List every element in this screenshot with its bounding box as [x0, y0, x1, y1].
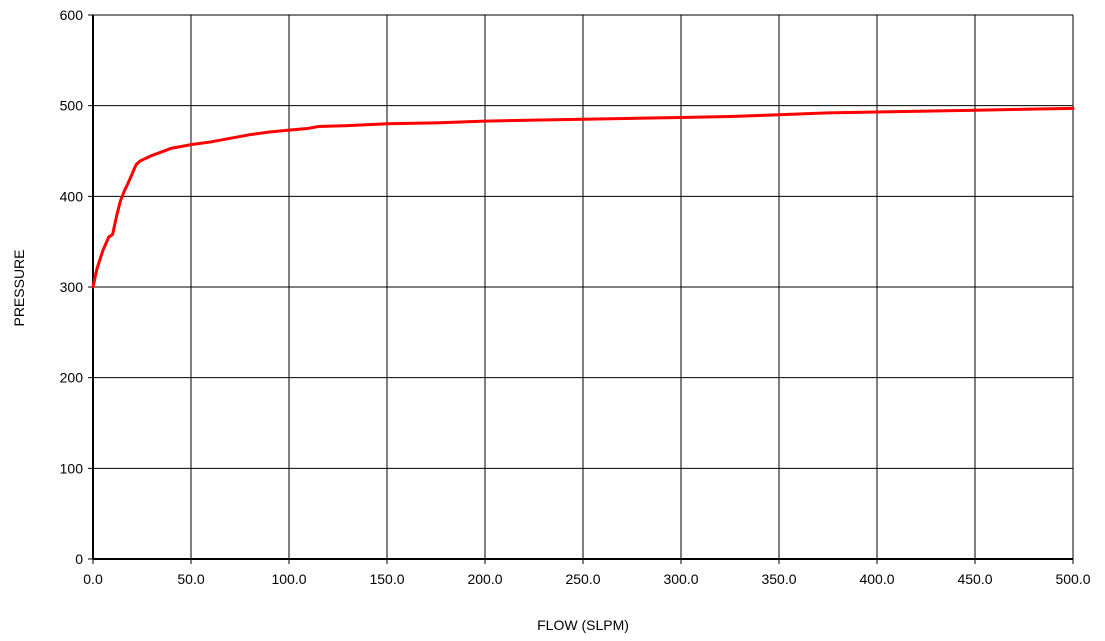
- y-tick-label: 300: [60, 279, 84, 295]
- x-tick-label: 450.0: [957, 571, 992, 587]
- y-tick-label: 500: [60, 98, 84, 114]
- x-tick-label: 0.0: [83, 571, 103, 587]
- x-tick-label: 300.0: [663, 571, 698, 587]
- y-tick-label: 0: [75, 551, 83, 567]
- y-tick-label: 600: [60, 7, 84, 23]
- x-axis-title: FLOW (SLPM): [537, 617, 629, 633]
- x-tick-label: 350.0: [761, 571, 796, 587]
- series-layer: [91, 106, 1075, 289]
- label-layer: FLOW (SLPM) PRESSURE 0 100 200 300 400 500 600…: [11, 7, 1091, 633]
- x-tick-label: 50.0: [177, 571, 204, 587]
- x-tick-label: 150.0: [369, 571, 404, 587]
- series-line-0: [91, 106, 1075, 289]
- y-axis-title: PRESSURE: [11, 249, 27, 326]
- axis-layer: [88, 14, 1074, 564]
- x-tick-label: 100.0: [271, 571, 306, 587]
- x-tick-label: 200.0: [467, 571, 502, 587]
- grid-layer: [93, 14, 1074, 559]
- y-tick-label: 400: [60, 188, 84, 204]
- y-tick-label: 100: [60, 460, 84, 476]
- x-tick-label: 400.0: [859, 571, 894, 587]
- x-tick-label: 250.0: [565, 571, 600, 587]
- y-tick-label: 200: [60, 370, 84, 386]
- x-tick-label: 500.0: [1055, 571, 1090, 587]
